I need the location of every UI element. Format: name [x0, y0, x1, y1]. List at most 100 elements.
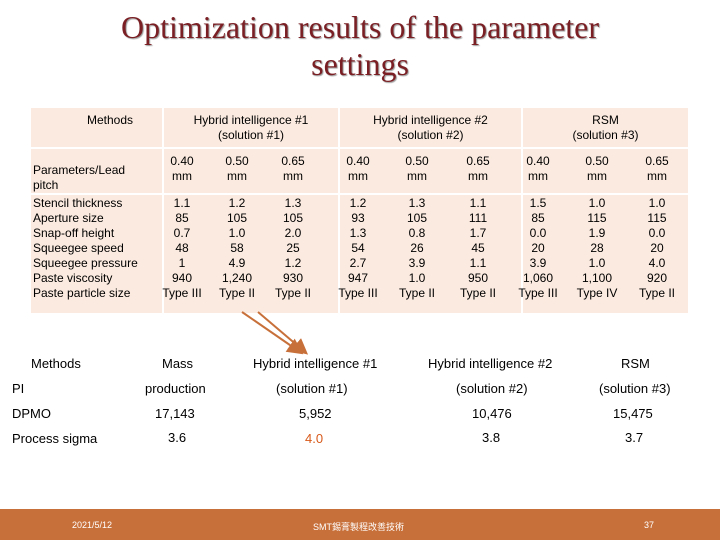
slide-title-line2: settings: [311, 46, 409, 82]
pitch-header: 0.65 mm: [645, 154, 669, 183]
dpmo-hi1: 5,952: [299, 406, 332, 421]
table-cell: 105: [226, 211, 248, 225]
table-cell: 1.9: [588, 226, 606, 240]
table-cell: 1,060: [522, 271, 554, 285]
table-cell: 0.0: [529, 226, 547, 240]
table-cell: 1.2: [228, 196, 246, 210]
table-cell: 1.1: [469, 256, 487, 270]
sigma-hi2: 3.8: [482, 430, 501, 445]
slide-title-line1: Optimization results of the parameter: [120, 9, 600, 45]
table-cell: 0.0: [648, 226, 666, 240]
dpmo-rsm: 15,475: [613, 406, 653, 421]
table-cell: 105: [406, 211, 428, 225]
table-cell: Type III: [518, 286, 558, 300]
table-cell: 940: [171, 271, 193, 285]
param-label: Snap-off height: [33, 226, 115, 240]
table-cell: 1.2: [284, 256, 302, 270]
table-cell: 1.3: [349, 226, 367, 240]
sol1-label: (solution #1): [276, 381, 348, 396]
table-cell: 115: [587, 211, 607, 225]
table-cell: 947: [347, 271, 369, 285]
table-cell: 0.8: [408, 226, 426, 240]
dpmo-hi2: 10,476: [472, 406, 512, 421]
table-cell: 1,100: [581, 271, 613, 285]
table-cell: 1.0: [588, 256, 606, 270]
table-cell: 54: [351, 241, 365, 255]
table-cell: Type II: [459, 286, 497, 300]
mass-label: Mass: [162, 356, 194, 371]
table-cell: 28: [590, 241, 604, 255]
table-cell: Type II: [274, 286, 312, 300]
table-cell: 20: [531, 241, 545, 255]
table-cell: 20: [650, 241, 664, 255]
table-cell: 920: [646, 271, 668, 285]
rsm-label: RSM: [621, 356, 650, 371]
table-cell: 1: [178, 256, 186, 270]
param-label: Aperture size: [33, 211, 104, 225]
param-label: Stencil thickness: [33, 196, 123, 210]
table-cell: 85: [531, 211, 545, 225]
pitch-header: 0.65 mm: [281, 154, 305, 183]
dpmo-mass: 17,143: [155, 406, 195, 421]
table-cell: 1.0: [228, 226, 246, 240]
sigma-label: Process sigma: [12, 431, 98, 446]
table-cell: 0.7: [173, 226, 191, 240]
table-cell: 930: [282, 271, 304, 285]
dpmo-label: DPMO: [12, 406, 51, 421]
table-cell: 4.9: [228, 256, 246, 270]
table-cell: 26: [410, 241, 424, 255]
table-cell: Type III: [338, 286, 378, 300]
param-label: Paste viscosity: [33, 271, 113, 285]
arrow-line-1: [241, 311, 304, 355]
table-cell: 25: [286, 241, 300, 255]
footer-page-number: 37: [644, 520, 655, 530]
table-cell: 1.0: [648, 196, 666, 210]
sigma-mass: 3.6: [168, 430, 187, 445]
table-cell: 111: [468, 211, 488, 225]
table-cell: 58: [230, 241, 244, 255]
param-label: Squeegee speed: [33, 241, 124, 255]
table-cell: 93: [351, 211, 365, 225]
sigma-hi1: 4.0: [305, 431, 324, 446]
arrow-line-2: [257, 311, 309, 355]
table-cell: 1.0: [408, 271, 426, 285]
param-label: Paste particle size: [33, 286, 131, 300]
table-cell: 1.5: [529, 196, 547, 210]
table-cell: 105: [282, 211, 304, 225]
pitch-header: 0.65 mm: [466, 154, 490, 183]
table-cell: 115: [647, 211, 667, 225]
table-cell: 85: [175, 211, 189, 225]
table-cell: Type III: [162, 286, 202, 300]
table-cell: 1.3: [284, 196, 302, 210]
table-cell: 1.1: [173, 196, 191, 210]
sol3-label: (solution #3): [599, 381, 671, 396]
pitch-header: 0.40 mm: [170, 154, 194, 183]
parameter-table: Methods Hybrid intelligence #1 (solution …: [31, 108, 688, 313]
params-header: Parameters/Lead pitch: [33, 163, 126, 192]
pitch-header: 0.40 mm: [526, 154, 550, 183]
table-cell: 1.1: [469, 196, 487, 210]
sol2-label: (solution #2): [456, 381, 528, 396]
hi1-label: Hybrid intelligence #1: [253, 356, 378, 371]
table-cell: Type IV: [576, 286, 618, 300]
table-cell: 2.7: [349, 256, 367, 270]
table-cell: 950: [467, 271, 489, 285]
table-cell: 48: [175, 241, 189, 255]
group-header-1: Hybrid intelligence #1 (solution #1): [193, 113, 309, 142]
production-label: production: [145, 381, 206, 396]
group-header-3: RSM (solution #3): [572, 113, 639, 142]
param-label: Squeegee pressure: [33, 256, 138, 270]
pi-methods-label: Methods: [31, 356, 81, 371]
pitch-header: 0.50 mm: [225, 154, 249, 183]
footer-bar: [0, 509, 720, 540]
table-cell: 4.0: [648, 256, 666, 270]
table-cell: 1.3: [408, 196, 426, 210]
pi-label: PI: [12, 381, 25, 396]
table-cell: 1.7: [469, 226, 487, 240]
table-cell: 1.2: [349, 196, 367, 210]
table-cell: 3.9: [408, 256, 426, 270]
footer-title: SMT錫膏製程改善技術: [313, 522, 404, 532]
table-cell: Type II: [218, 286, 256, 300]
table-cell: Type II: [638, 286, 676, 300]
